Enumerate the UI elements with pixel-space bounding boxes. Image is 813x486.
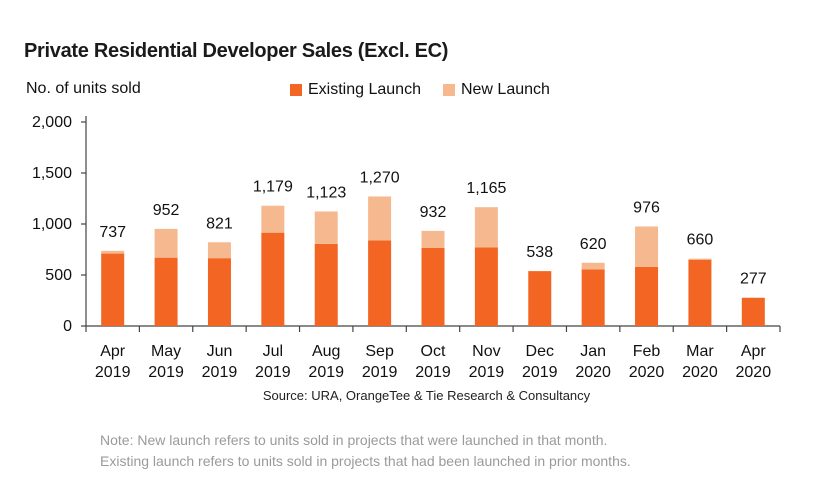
- bar-new-launch: [101, 250, 125, 254]
- bar-existing-launch: [528, 271, 552, 326]
- x-tick-label-year: 2019: [362, 364, 398, 381]
- x-tick-label-year: 2019: [95, 364, 131, 381]
- total-data-label: 1,270: [360, 169, 400, 186]
- x-tick-label-year: 2019: [415, 364, 451, 381]
- y-axis-label: No. of units sold: [26, 80, 141, 97]
- chart-title: Private Residential Developer Sales (Exc…: [24, 40, 449, 62]
- legend-item-new: New Launch: [442, 81, 550, 99]
- total-data-label: 821: [206, 215, 233, 232]
- bar-existing-launch: [368, 240, 392, 326]
- bar-new-launch: [154, 228, 178, 258]
- y-tick-label: 500: [45, 267, 72, 284]
- bar-existing-launch: [261, 232, 285, 326]
- bar-new-launch: [421, 230, 445, 248]
- bar-existing-launch: [421, 247, 445, 326]
- x-tick-label-month: Jan: [580, 343, 606, 360]
- bar-new-launch: [207, 242, 231, 259]
- legend: Existing Launch New Launch: [290, 81, 572, 99]
- bar-existing-launch: [207, 258, 231, 326]
- total-data-label: 620: [580, 236, 607, 253]
- bar-existing-launch: [741, 297, 765, 326]
- source-text: Source: URA, OrangeTee & Tie Research & …: [262, 388, 591, 403]
- bar-existing-launch: [474, 247, 498, 326]
- x-tick-label-year: 2019: [469, 364, 505, 381]
- bar-new-launch: [368, 196, 392, 241]
- total-data-label: 1,165: [466, 180, 506, 197]
- x-tick-label-month: Feb: [633, 343, 661, 360]
- x-tick-label-year: 2020: [629, 364, 665, 381]
- bar-new-launch: [474, 207, 498, 248]
- bar-new-launch: [635, 226, 659, 267]
- total-data-label: 538: [526, 244, 553, 261]
- x-tick-label-year: 2019: [308, 364, 344, 381]
- x-tick-label-month: Dec: [526, 343, 554, 360]
- bar-new-launch: [688, 258, 712, 260]
- x-tick-label-month: May: [151, 343, 181, 360]
- x-tick-label-month: Apr: [741, 343, 767, 360]
- legend-label-existing: Existing Launch: [308, 81, 421, 98]
- legend-item-existing: Existing Launch: [290, 81, 421, 99]
- x-tick-label-month: Apr: [100, 343, 126, 360]
- total-data-label: 952: [153, 202, 180, 219]
- x-tick-label-month: Jul: [263, 343, 283, 360]
- total-data-label: 1,179: [253, 179, 293, 196]
- bar-existing-launch: [688, 259, 712, 326]
- y-tick-label: 1,500: [32, 165, 72, 182]
- note-line-2: Existing launch refers to units sold in …: [100, 453, 631, 469]
- bar-existing-launch: [314, 243, 338, 326]
- x-tick-label-year: 2020: [736, 364, 772, 381]
- x-tick-label-year: 2019: [255, 364, 291, 381]
- bar-new-launch: [581, 262, 605, 270]
- total-data-label: 660: [687, 232, 714, 249]
- x-tick-label-year: 2019: [148, 364, 184, 381]
- bar-new-launch: [261, 205, 285, 233]
- x-tick-label-month: Oct: [421, 343, 446, 360]
- total-data-label: 932: [420, 204, 447, 221]
- bar-existing-launch: [635, 266, 659, 326]
- x-tick-label-month: Sep: [365, 343, 394, 360]
- x-tick-label-year: 2019: [202, 364, 238, 381]
- x-tick-label-year: 2020: [682, 364, 718, 381]
- x-tick-label-month: Aug: [312, 343, 340, 360]
- x-tick-label-month: Nov: [472, 343, 500, 360]
- y-tick-label: 1,000: [32, 216, 72, 233]
- total-data-label: 1,123: [306, 184, 346, 201]
- footnote: Note: New launch refers to units sold in…: [100, 430, 631, 472]
- total-data-label: 737: [99, 224, 126, 241]
- x-tick-label-year: 2020: [575, 364, 611, 381]
- legend-label-new: New Launch: [460, 81, 550, 98]
- bar-existing-launch: [154, 257, 178, 326]
- x-tick-label-year: 2019: [522, 364, 558, 381]
- bar-existing-launch: [101, 253, 125, 326]
- note-line-1: Note: New launch refers to units sold in…: [100, 432, 608, 448]
- y-tick-label: 0: [63, 318, 72, 335]
- legend-swatch-new: [442, 84, 455, 96]
- bar-existing-launch: [581, 269, 605, 326]
- y-tick-label: 2,000: [32, 114, 72, 131]
- bar-new-launch: [314, 211, 338, 244]
- x-tick-label-month: Jun: [207, 343, 233, 360]
- total-data-label: 277: [740, 271, 767, 288]
- x-tick-label-month: Mar: [686, 343, 714, 360]
- legend-swatch-existing: [290, 84, 302, 96]
- total-data-label: 976: [633, 199, 660, 216]
